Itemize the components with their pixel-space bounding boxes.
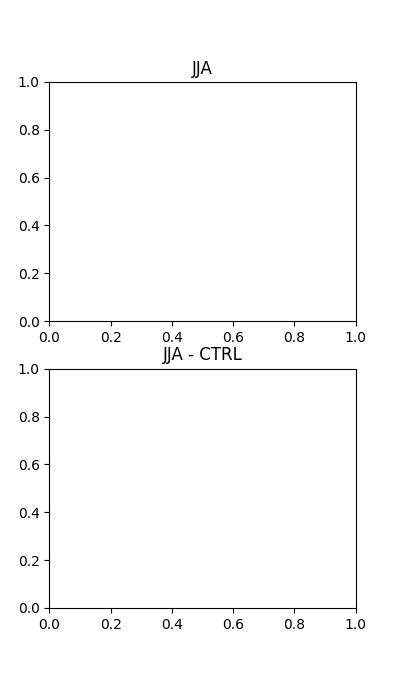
Title: JJA: JJA (192, 59, 213, 78)
Title: JJA - CTRL: JJA - CTRL (162, 346, 243, 365)
